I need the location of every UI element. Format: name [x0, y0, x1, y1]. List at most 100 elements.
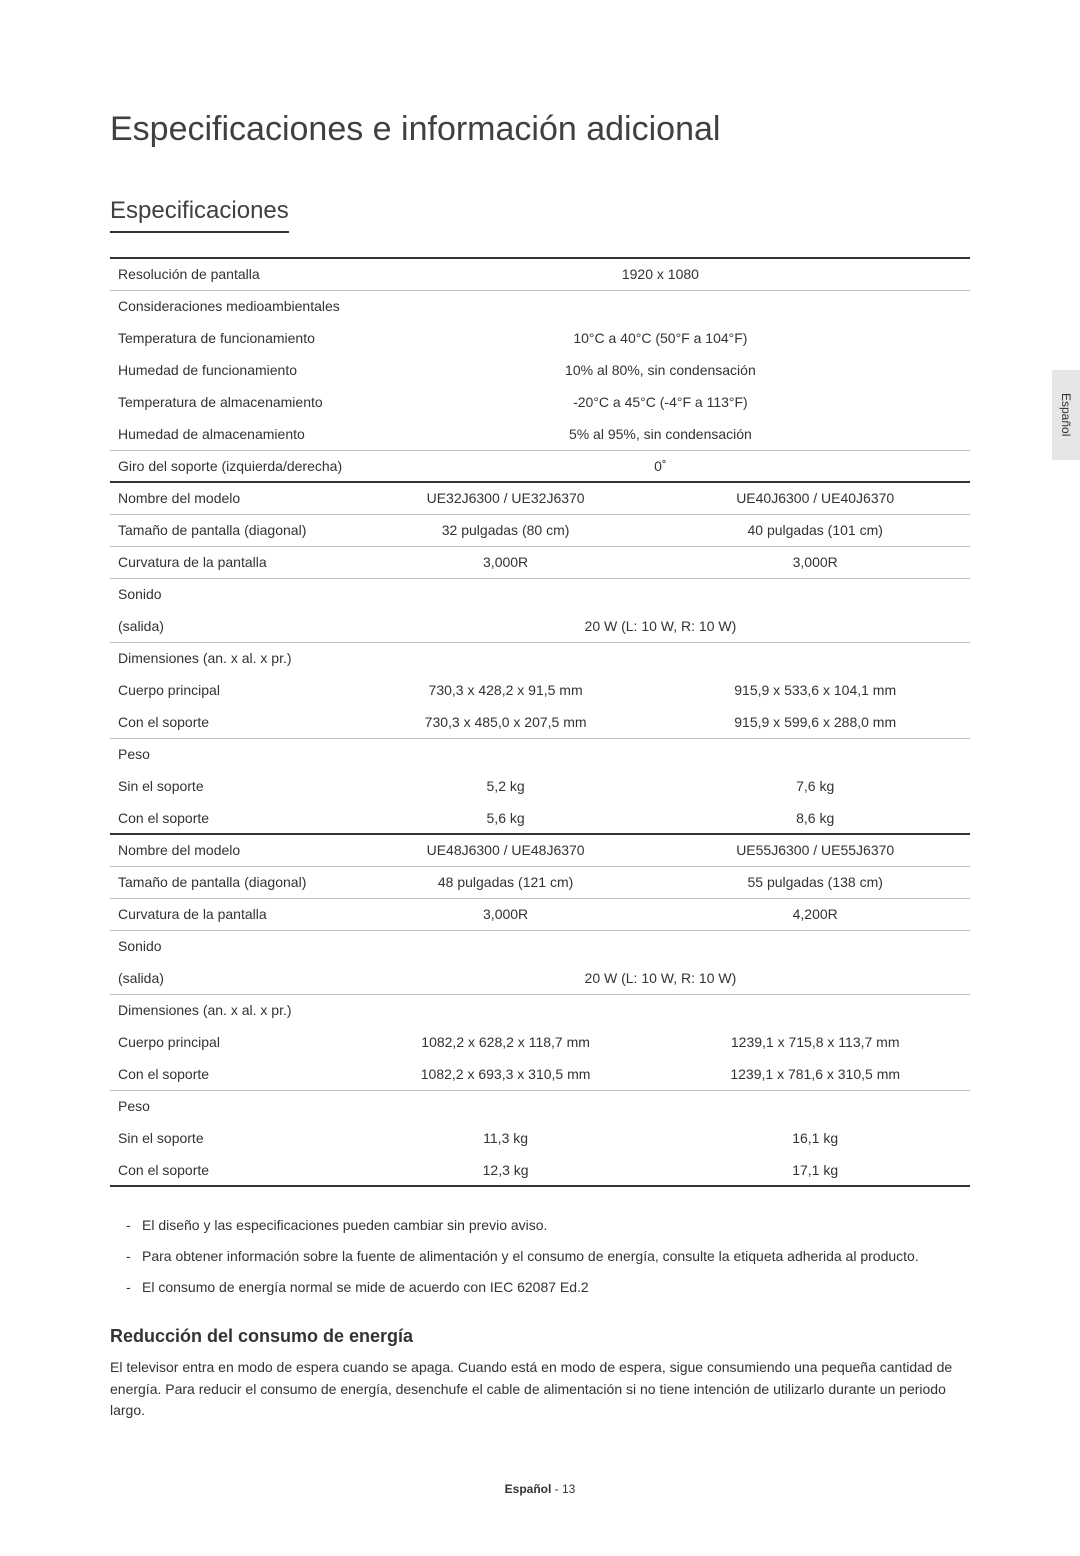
- spec-label: Nombre del modelo: [110, 482, 351, 514]
- table-row: Sin el soporte5,2 kg7,6 kg: [110, 770, 970, 802]
- table-row: Temperatura de funcionamiento10°C a 40°C…: [110, 322, 970, 354]
- table-row: (salida)20 W (L: 10 W, R: 10 W): [110, 610, 970, 642]
- spec-empty: [351, 578, 970, 610]
- note-item: El diseño y las especificaciones pueden …: [126, 1215, 970, 1236]
- spec-value-col1: 48 pulgadas (121 cm): [351, 866, 661, 898]
- spec-value-col1: UE32J6300 / UE32J6370: [351, 482, 661, 514]
- table-row: Cuerpo principal1082,2 x 628,2 x 118,7 m…: [110, 1026, 970, 1058]
- spec-empty: [351, 930, 970, 962]
- spec-empty: [351, 290, 970, 322]
- spec-value-col2: 1239,1 x 715,8 x 113,7 mm: [660, 1026, 970, 1058]
- spec-label: Con el soporte: [110, 706, 351, 738]
- spec-empty: [351, 1090, 661, 1122]
- spec-label: Nombre del modelo: [110, 834, 351, 866]
- spec-value: 20 W (L: 10 W, R: 10 W): [351, 610, 970, 642]
- spec-value: -20°C a 45°C (-4°F a 113°F): [351, 386, 970, 418]
- spec-value-col1: 1082,2 x 628,2 x 118,7 mm: [351, 1026, 661, 1058]
- table-row: Sin el soporte11,3 kg16,1 kg: [110, 1122, 970, 1154]
- spec-label: Curvatura de la pantalla: [110, 546, 351, 578]
- notes-list: El diseño y las especificaciones pueden …: [126, 1215, 970, 1298]
- spec-group-label: Dimensiones (an. x al. x pr.): [110, 994, 351, 1026]
- spec-value: 20 W (L: 10 W, R: 10 W): [351, 962, 970, 994]
- spec-label: Sin el soporte: [110, 770, 351, 802]
- table-row: Sonido: [110, 930, 970, 962]
- spec-group-label: Peso: [110, 738, 351, 770]
- spec-empty: [351, 642, 661, 674]
- spec-value-col2: 915,9 x 533,6 x 104,1 mm: [660, 674, 970, 706]
- spec-value: 10% al 80%, sin condensación: [351, 354, 970, 386]
- spec-label: (salida): [110, 610, 351, 642]
- table-row: Curvatura de la pantalla3,000R4,200R: [110, 898, 970, 930]
- spec-value-col2: 8,6 kg: [660, 802, 970, 834]
- table-row: Nombre del modeloUE32J6300 / UE32J6370UE…: [110, 482, 970, 514]
- spec-label: Tamaño de pantalla (diagonal): [110, 514, 351, 546]
- spec-group-label: Consideraciones medioambientales: [110, 290, 351, 322]
- spec-value-col1: 3,000R: [351, 898, 661, 930]
- spec-value-col1: 1082,2 x 693,3 x 310,5 mm: [351, 1058, 661, 1090]
- table-row: Giro del soporte (izquierda/derecha)0˚: [110, 450, 970, 482]
- table-row: Con el soporte12,3 kg17,1 kg: [110, 1154, 970, 1186]
- table-row: Cuerpo principal730,3 x 428,2 x 91,5 mm9…: [110, 674, 970, 706]
- spec-value: 1920 x 1080: [351, 258, 970, 290]
- subsection-body: El televisor entra en modo de espera cua…: [110, 1357, 970, 1422]
- spec-label: Humedad de almacenamiento: [110, 418, 351, 450]
- note-item: Para obtener información sobre la fuente…: [126, 1246, 970, 1267]
- side-tab-label: Español: [1059, 393, 1073, 436]
- spec-group-label: Peso: [110, 1090, 351, 1122]
- spec-group-label: Sonido: [110, 930, 351, 962]
- spec-value-col1: 5,2 kg: [351, 770, 661, 802]
- spec-label: Giro del soporte (izquierda/derecha): [110, 450, 351, 482]
- spec-empty: [660, 1090, 970, 1122]
- specifications-table: Resolución de pantalla1920 x 1080Conside…: [110, 257, 970, 1187]
- subsection-title: Reducción del consumo de energía: [110, 1326, 970, 1347]
- spec-value-col2: 4,200R: [660, 898, 970, 930]
- spec-label: Tamaño de pantalla (diagonal): [110, 866, 351, 898]
- spec-empty: [660, 738, 970, 770]
- spec-label: Cuerpo principal: [110, 1026, 351, 1058]
- table-row: Resolución de pantalla1920 x 1080: [110, 258, 970, 290]
- table-row: Consideraciones medioambientales: [110, 290, 970, 322]
- spec-label: Con el soporte: [110, 1154, 351, 1186]
- spec-group-label: Dimensiones (an. x al. x pr.): [110, 642, 351, 674]
- table-row: Temperatura de almacenamiento-20°C a 45°…: [110, 386, 970, 418]
- spec-value-col1: 730,3 x 428,2 x 91,5 mm: [351, 674, 661, 706]
- spec-label: Cuerpo principal: [110, 674, 351, 706]
- table-row: Con el soporte5,6 kg8,6 kg: [110, 802, 970, 834]
- table-row: Con el soporte730,3 x 485,0 x 207,5 mm91…: [110, 706, 970, 738]
- spec-label: Con el soporte: [110, 1058, 351, 1090]
- table-row: (salida)20 W (L: 10 W, R: 10 W): [110, 962, 970, 994]
- spec-value-col1: 11,3 kg: [351, 1122, 661, 1154]
- spec-value-col2: 16,1 kg: [660, 1122, 970, 1154]
- spec-value-col1: 5,6 kg: [351, 802, 661, 834]
- spec-value-col1: 32 pulgadas (80 cm): [351, 514, 661, 546]
- spec-value: 10°C a 40°C (50°F a 104°F): [351, 322, 970, 354]
- spec-empty: [660, 994, 970, 1026]
- spec-value-col2: 3,000R: [660, 546, 970, 578]
- spec-value-col1: 730,3 x 485,0 x 207,5 mm: [351, 706, 661, 738]
- spec-value-col2: 55 pulgadas (138 cm): [660, 866, 970, 898]
- spec-empty: [351, 994, 661, 1026]
- table-row: Con el soporte1082,2 x 693,3 x 310,5 mm1…: [110, 1058, 970, 1090]
- spec-label: Temperatura de funcionamiento: [110, 322, 351, 354]
- spec-label: Temperatura de almacenamiento: [110, 386, 351, 418]
- spec-label: Sin el soporte: [110, 1122, 351, 1154]
- spec-value-col2: UE40J6300 / UE40J6370: [660, 482, 970, 514]
- spec-value-col2: 915,9 x 599,6 x 288,0 mm: [660, 706, 970, 738]
- note-item: El consumo de energía normal se mide de …: [126, 1277, 970, 1298]
- table-row: Sonido: [110, 578, 970, 610]
- spec-group-label: Sonido: [110, 578, 351, 610]
- spec-value-col2: 17,1 kg: [660, 1154, 970, 1186]
- table-row: Humedad de funcionamiento10% al 80%, sin…: [110, 354, 970, 386]
- spec-value-col2: 7,6 kg: [660, 770, 970, 802]
- spec-value-col1: UE48J6300 / UE48J6370: [351, 834, 661, 866]
- spec-label: Curvatura de la pantalla: [110, 898, 351, 930]
- spec-label: Resolución de pantalla: [110, 258, 351, 290]
- table-row: Peso: [110, 1090, 970, 1122]
- page-title: Especificaciones e información adicional: [110, 110, 970, 149]
- table-row: Peso: [110, 738, 970, 770]
- spec-value: 0˚: [351, 450, 970, 482]
- table-row: Humedad de almacenamiento5% al 95%, sin …: [110, 418, 970, 450]
- spec-empty: [660, 642, 970, 674]
- spec-value: 5% al 95%, sin condensación: [351, 418, 970, 450]
- table-row: Tamaño de pantalla (diagonal)32 pulgadas…: [110, 514, 970, 546]
